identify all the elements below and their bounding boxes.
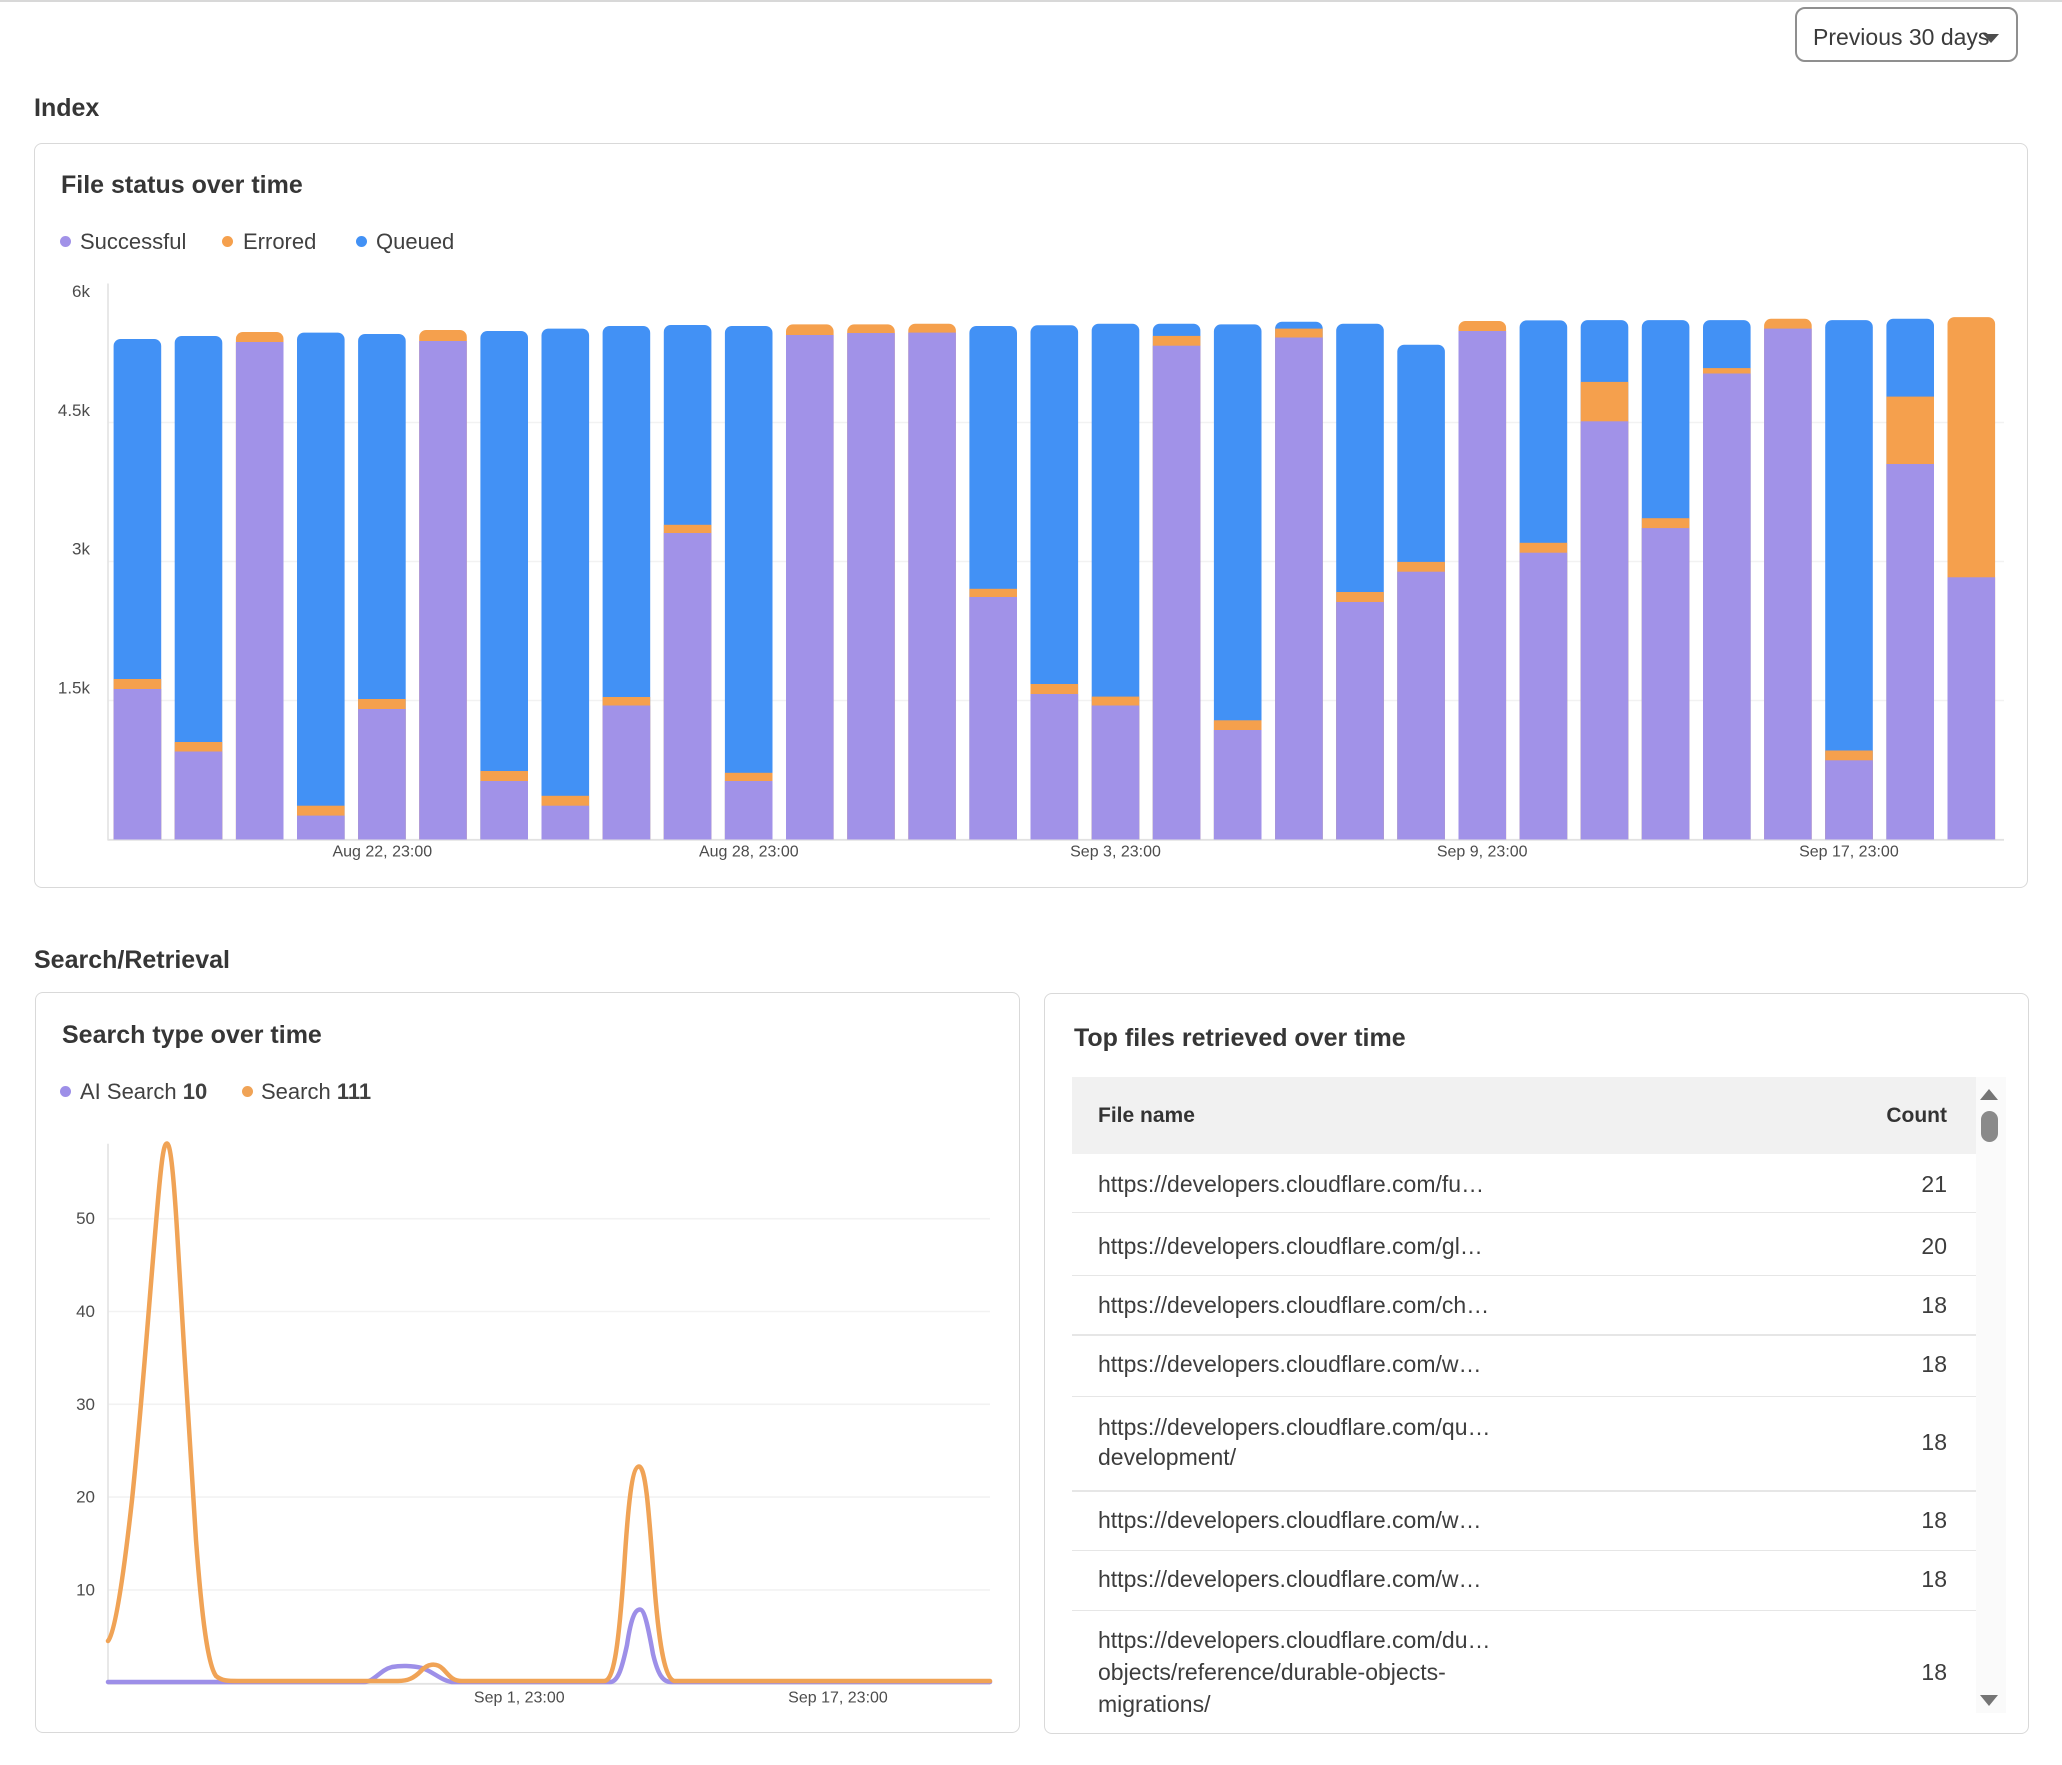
svg-text:1.5k: 1.5k — [58, 679, 91, 698]
svg-text:Sep 17, 23:00: Sep 17, 23:00 — [1799, 844, 1899, 861]
svg-text:10: 10 — [76, 1580, 95, 1599]
svg-text:Sep 9, 23:00: Sep 9, 23:00 — [1437, 844, 1528, 861]
svg-text:50: 50 — [76, 1209, 95, 1228]
svg-text:Sep 1, 23:00: Sep 1, 23:00 — [474, 1690, 565, 1707]
svg-text:6k: 6k — [72, 282, 90, 301]
svg-text:Sep 3, 23:00: Sep 3, 23:00 — [1070, 844, 1161, 861]
svg-text:40: 40 — [76, 1302, 95, 1321]
svg-text:Aug 28, 23:00: Aug 28, 23:00 — [699, 844, 799, 861]
svg-text:3k: 3k — [72, 540, 90, 559]
svg-text:Sep 17, 23:00: Sep 17, 23:00 — [788, 1690, 888, 1707]
svg-text:30: 30 — [76, 1395, 95, 1414]
svg-text:20: 20 — [76, 1488, 95, 1507]
svg-text:4.5k: 4.5k — [58, 401, 91, 420]
svg-text:Aug 22, 23:00: Aug 22, 23:00 — [332, 844, 432, 861]
